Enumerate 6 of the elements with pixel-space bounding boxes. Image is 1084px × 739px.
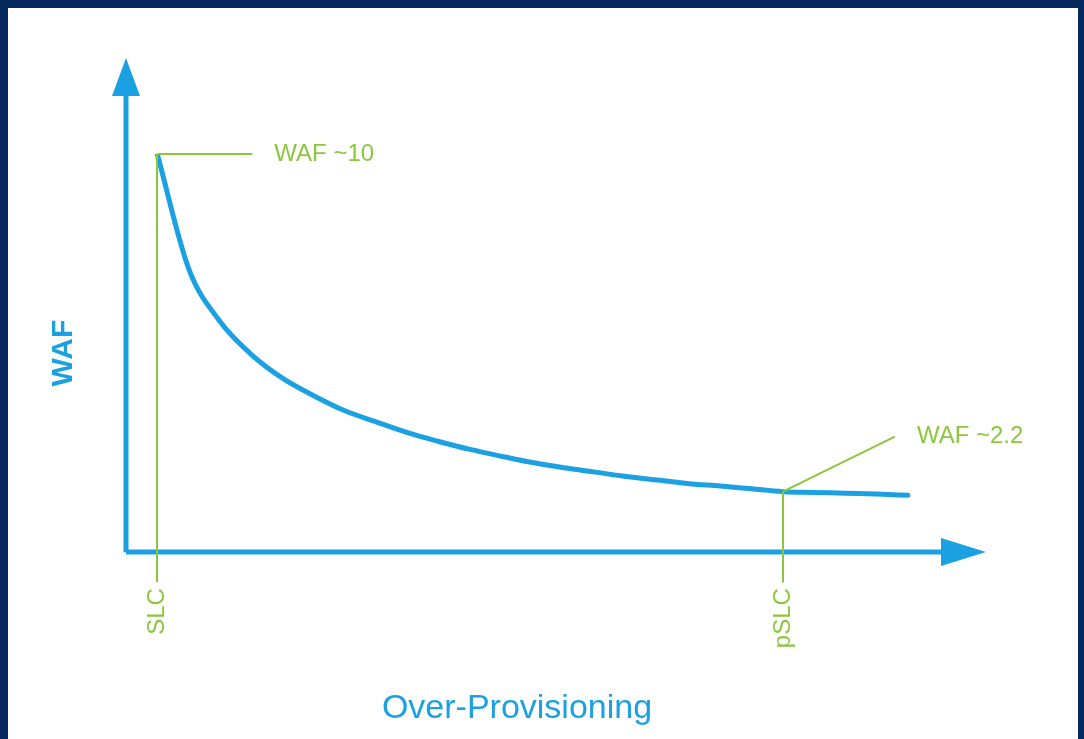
x-tick-label: pSLC	[767, 588, 795, 649]
annotation: WAF ~10	[274, 138, 375, 166]
x-tick-label: SLC	[141, 588, 169, 635]
annotation: WAF ~2.2	[916, 421, 1024, 449]
y-axis-title: WAF	[45, 319, 79, 387]
x-axis-title: Over-Provisioning	[381, 686, 653, 725]
